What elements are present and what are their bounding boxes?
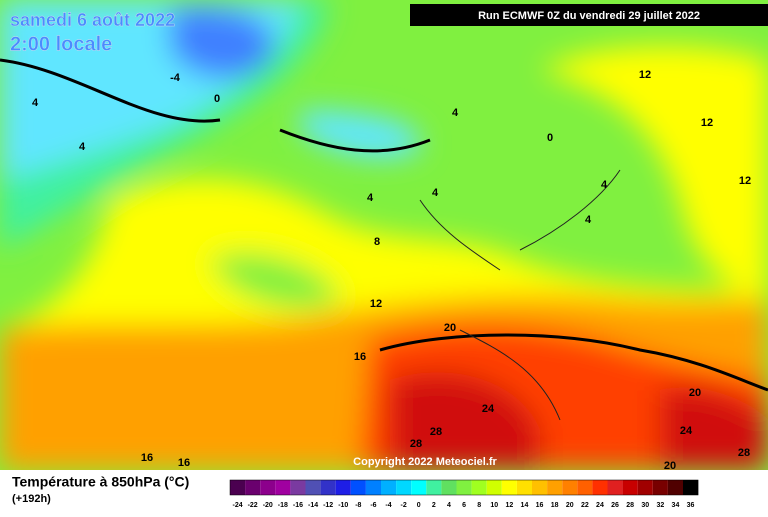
- colorbar-label: 24: [596, 502, 604, 509]
- color-swatch: [426, 480, 442, 495]
- color-swatch: [381, 480, 397, 495]
- contour-label: 4: [432, 187, 439, 199]
- contour-label: 28: [430, 426, 442, 438]
- contour-label: 20: [444, 322, 456, 334]
- contour-label: 24: [680, 425, 693, 437]
- color-swatch: [305, 480, 321, 495]
- contour-label: 4: [601, 179, 608, 191]
- colorbar-label: -14: [308, 502, 318, 509]
- contour-label: 8: [374, 236, 380, 248]
- contour-label: 12: [739, 175, 751, 187]
- color-swatch: [471, 480, 487, 495]
- colorbar-label: -8: [355, 502, 361, 509]
- colorbar-label: -16: [293, 502, 303, 509]
- colorbar-label: -22: [248, 502, 258, 509]
- contour-label: 16: [178, 457, 190, 469]
- map-date: samedi 6 août 2022: [10, 10, 175, 30]
- color-swatch: [607, 480, 623, 495]
- copyright: Copyright 2022 Meteociel.fr: [353, 456, 497, 468]
- run-info: Run ECMWF 0Z du vendredi 29 juillet 2022: [478, 10, 700, 22]
- contour-label: 24: [482, 403, 495, 415]
- color-swatch: [637, 480, 653, 495]
- contour-label: 4: [79, 141, 86, 153]
- contour-label: 4: [367, 192, 374, 204]
- contour-label: 0: [547, 132, 553, 144]
- colorbar-label: 32: [656, 502, 664, 509]
- contour-label: 28: [410, 438, 422, 450]
- temperature-field: [0, 0, 768, 471]
- color-swatch: [260, 480, 276, 495]
- color-swatch: [577, 480, 593, 495]
- colorbar-label: 20: [566, 502, 574, 509]
- colorbar-label: 6: [462, 502, 466, 509]
- color-swatch: [411, 480, 427, 495]
- colorbar-label: 16: [536, 502, 544, 509]
- colorbar-label: 4: [447, 502, 451, 509]
- colorbar-label: -2: [401, 502, 407, 509]
- color-swatch: [501, 480, 517, 495]
- color-swatch: [486, 480, 502, 495]
- legend-subtitle: (+192h): [12, 493, 51, 505]
- contour-label: 4: [32, 97, 39, 109]
- colorbar-label: 8: [477, 502, 481, 509]
- map-time: 2:00 locale: [10, 33, 112, 55]
- color-swatch: [547, 480, 563, 495]
- colorbar-label: 0: [417, 502, 421, 509]
- color-swatch: [667, 480, 683, 495]
- contour-label: 16: [141, 452, 153, 464]
- color-swatch: [516, 480, 532, 495]
- color-swatch: [290, 480, 306, 495]
- color-swatch: [335, 480, 351, 495]
- contour-label: 0: [214, 93, 220, 105]
- color-swatch: [245, 480, 261, 495]
- color-swatch: [350, 480, 366, 495]
- color-swatch: [275, 480, 291, 495]
- colorbar-label: -4: [385, 502, 391, 509]
- colorbar-label: 2: [432, 502, 436, 509]
- color-swatch: [592, 480, 608, 495]
- colorbar-label: 26: [611, 502, 619, 509]
- colorbar-label: 22: [581, 502, 589, 509]
- color-swatch: [532, 480, 548, 495]
- contour-label: 16: [354, 351, 366, 363]
- contour-label: 4: [452, 107, 459, 119]
- colorbar-label: 12: [505, 502, 513, 509]
- colorbar-frame: [229, 479, 699, 496]
- colorbar-label: 34: [672, 502, 680, 509]
- run-box: [410, 4, 768, 26]
- colorbar-label: 10: [490, 502, 498, 509]
- contour-label: 20: [689, 387, 701, 399]
- color-swatch: [683, 480, 699, 495]
- color-swatch: [230, 480, 246, 495]
- colorbar-label: -20: [263, 502, 273, 509]
- contour-label: -4: [170, 72, 181, 84]
- legend-title: Température à 850hPa (°C): [12, 474, 189, 490]
- colorbar-label: -18: [278, 502, 288, 509]
- color-swatch: [396, 480, 412, 495]
- colorbar-label: -6: [370, 502, 376, 509]
- contour-label: 12: [701, 117, 713, 129]
- color-swatch: [652, 480, 668, 495]
- contour-label: 12: [370, 298, 382, 310]
- colorbar-label: -10: [338, 502, 348, 509]
- color-swatch: [365, 480, 381, 495]
- contour-label: 4: [585, 214, 592, 226]
- contour-label: 12: [639, 69, 651, 81]
- colorbar-label: 14: [521, 502, 529, 509]
- colorbar-label: -24: [232, 502, 242, 509]
- color-swatch: [441, 480, 457, 495]
- color-swatch: [320, 480, 336, 495]
- color-swatch: [562, 480, 578, 495]
- colorbar-label: 28: [626, 502, 634, 509]
- colorbar-label: 30: [641, 502, 649, 509]
- contour-label: 20: [664, 460, 676, 472]
- colorbar-label: 18: [551, 502, 559, 509]
- colorbar-label: 36: [687, 502, 695, 509]
- color-swatch: [622, 480, 638, 495]
- color-swatch: [456, 480, 472, 495]
- colorbar-label: -12: [323, 502, 333, 509]
- contour-label: 28: [738, 447, 750, 459]
